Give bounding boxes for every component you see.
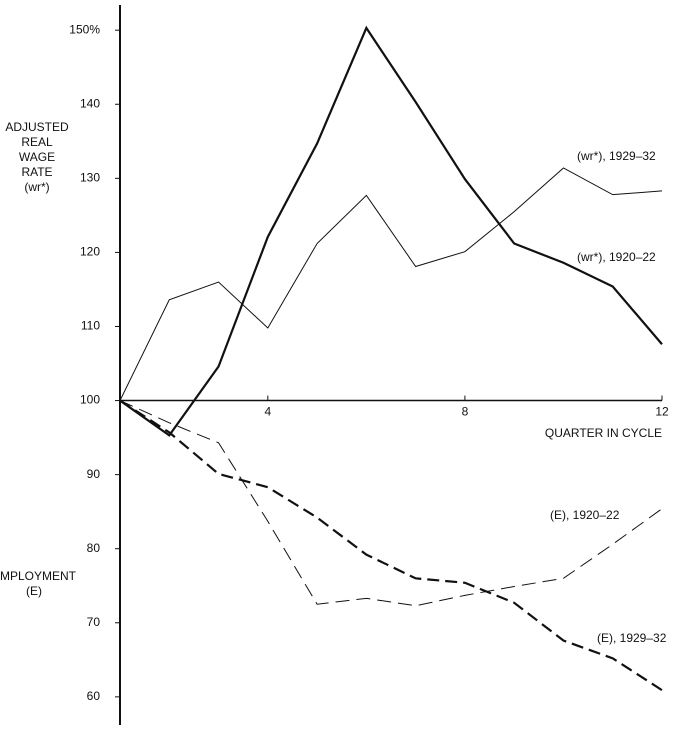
y-tick-label: 90 bbox=[87, 467, 101, 481]
y-axis-label: (wr*) bbox=[24, 180, 49, 194]
y-axis-label: ADJUSTED bbox=[5, 120, 69, 134]
y-tick-label: 140 bbox=[80, 96, 100, 110]
x-tick-label: 8 bbox=[462, 405, 469, 419]
y-axis-label: (E) bbox=[26, 584, 42, 598]
y-axis-label: REAL bbox=[21, 135, 53, 149]
series-label: (wr*), 1920–22 bbox=[577, 250, 656, 264]
series-line bbox=[119, 25, 663, 437]
y-tick-label: 110 bbox=[81, 319, 100, 333]
series-label: (wr*), 1929–32 bbox=[577, 149, 656, 163]
series-label: (E), 1929–32 bbox=[597, 631, 667, 645]
y-tick-label: 120 bbox=[80, 245, 100, 259]
y-axis-label: WAGE bbox=[19, 150, 55, 164]
y-tick-label: 80 bbox=[87, 541, 101, 555]
y-tick-label: 60 bbox=[87, 689, 101, 703]
x-tick-label: 4 bbox=[264, 405, 271, 419]
y-tick-label: 100 bbox=[80, 393, 100, 407]
series-line bbox=[119, 400, 663, 607]
series-label: (E), 1920–22 bbox=[550, 508, 620, 522]
x-axis-label: QUARTER IN CYCLE bbox=[545, 426, 662, 440]
series-line bbox=[119, 167, 663, 401]
y-axis-label: EMPLOYMENT bbox=[0, 569, 77, 583]
y-tick-label: 70 bbox=[87, 615, 101, 629]
y-tick-label: 150% bbox=[69, 22, 100, 36]
y-tick-label: 130 bbox=[80, 171, 100, 185]
y-axis-label: RATE bbox=[21, 165, 52, 179]
series-line bbox=[119, 399, 663, 692]
x-tick-label: 12 bbox=[655, 405, 669, 419]
